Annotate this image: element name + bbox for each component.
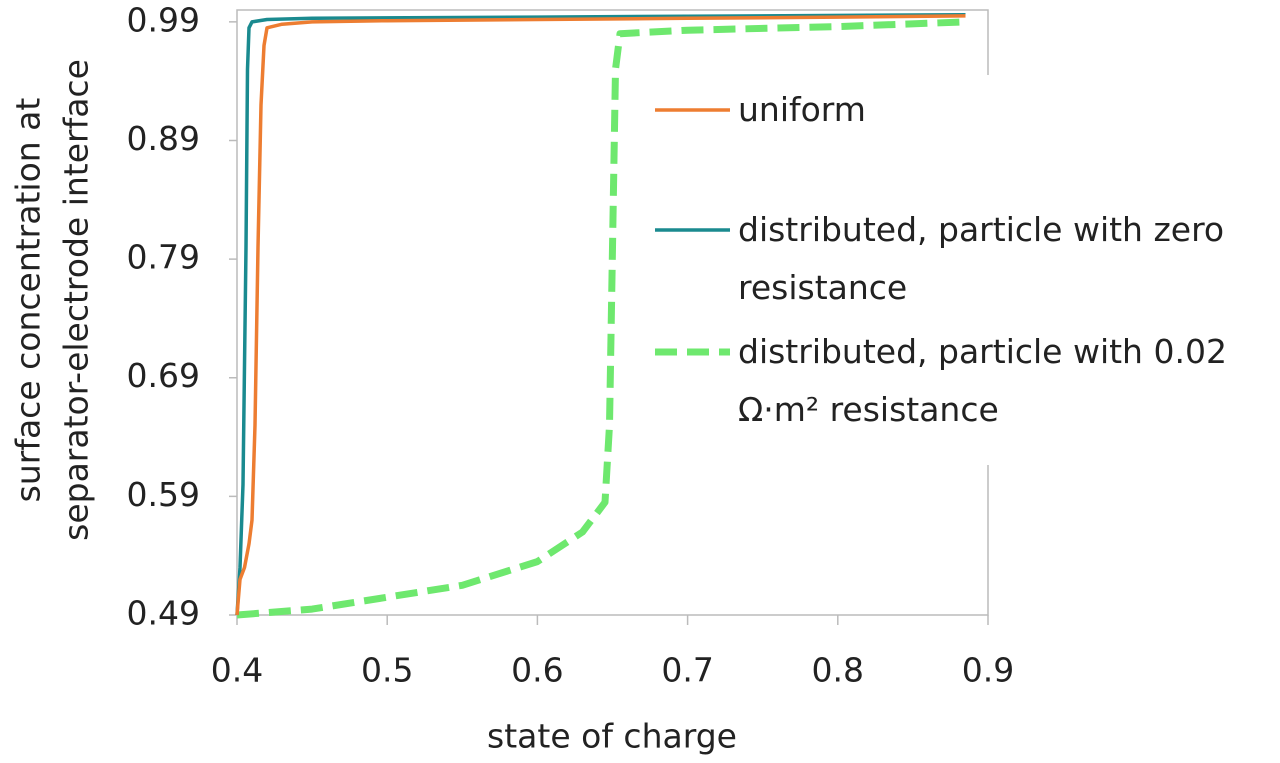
y-axis-label: surface concentration at (9, 98, 48, 503)
series-line (235, 14, 966, 616)
x-tick-label: 0.4 (211, 651, 263, 690)
series-line (236, 18, 966, 619)
x-tick-label: 0.7 (661, 651, 713, 690)
legend-background (640, 75, 1280, 465)
y-tick-label: 0.79 (127, 238, 200, 277)
legend-label: distributed, particle with 0.02 Ω·m² res… (738, 332, 1227, 429)
y-tick-label: 0.89 (127, 119, 200, 158)
y-tick-label: 0.59 (127, 475, 200, 514)
y-tick-label: 0.69 (127, 356, 200, 395)
legend-label: uniform (738, 90, 866, 129)
y-tick-label: 0.99 (127, 0, 200, 39)
y-tick-label: 0.49 (127, 594, 200, 633)
y-axis-label: separator-electrode interface (57, 59, 96, 541)
x-tick-label: 0.6 (511, 651, 563, 690)
x-tick-label: 0.8 (812, 651, 864, 690)
x-axis-label: state of charge (487, 717, 737, 756)
x-tick-label: 0.5 (361, 651, 413, 690)
x-tick-label: 0.9 (962, 651, 1014, 690)
legend-label: distributed, particle with zero resistan… (738, 210, 1225, 307)
series-line (235, 12, 966, 616)
